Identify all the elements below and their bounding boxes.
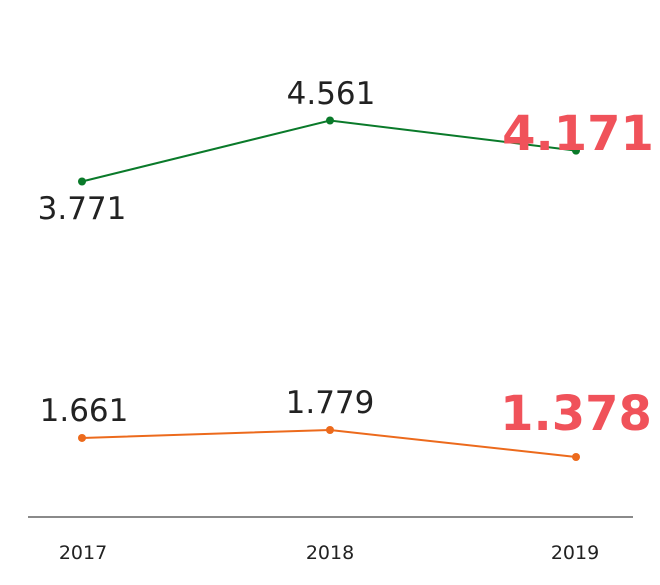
series-1-point-2019 xyxy=(572,146,580,155)
series-1-point-2017 xyxy=(78,177,86,186)
data-label-s1-2017: 3.771 xyxy=(38,191,127,227)
x-tick-label-2017: 2017 xyxy=(59,542,107,564)
series-2-point-2019 xyxy=(572,453,580,461)
series-lines xyxy=(78,116,580,461)
series-2-point-2018 xyxy=(326,426,334,434)
x-tick-label-2018: 2018 xyxy=(306,542,354,564)
data-label-s2-2018: 1.779 xyxy=(286,385,375,421)
data-label-s1-2019: 4.171 xyxy=(502,106,654,162)
data-label-s2-2017: 1.661 xyxy=(40,393,129,429)
data-label-s2-2019: 1.378 xyxy=(500,386,652,442)
data-label-s1-2018: 4.561 xyxy=(287,76,376,112)
x-tick-label-2019: 2019 xyxy=(551,542,599,564)
series-2-point-2017 xyxy=(78,433,86,442)
series-1-point-2018 xyxy=(326,116,334,125)
